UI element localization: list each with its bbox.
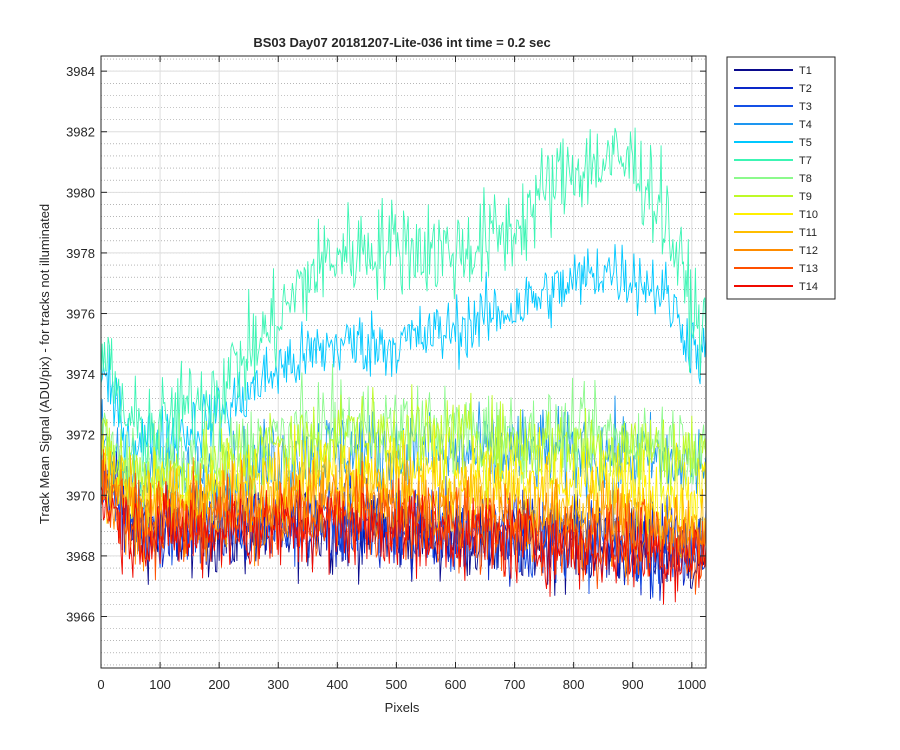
x-tick-label: 500 xyxy=(386,677,408,692)
y-tick-label: 3970 xyxy=(66,488,95,503)
y-tick-label: 3966 xyxy=(66,609,95,624)
x-tick-label: 800 xyxy=(563,677,585,692)
y-tick-label: 3984 xyxy=(66,64,95,79)
legend-label-t3: T3 xyxy=(799,101,812,113)
legend-label-t7: T7 xyxy=(799,155,812,167)
y-tick-label: 3976 xyxy=(66,307,95,322)
series-lines xyxy=(100,127,707,605)
y-tick-label: 3974 xyxy=(66,367,95,382)
legend-label-t5: T5 xyxy=(799,137,812,149)
series-line-t5 xyxy=(100,244,707,474)
legend: T1 T2 T3 T4 T5 T7 T8 T9 T10 T11 T12 T13 T14 xyxy=(726,56,836,300)
y-tick-label: 3982 xyxy=(66,125,95,140)
x-axis-label: Pixels xyxy=(385,700,420,715)
legend-label-t10: T10 xyxy=(799,209,818,221)
y-tick-label: 3972 xyxy=(66,428,95,443)
chart-title: BS03 Day07 20181207-Lite-036 int time = … xyxy=(253,35,550,50)
y-tick-label: 3978 xyxy=(66,246,95,261)
axis-ticks: 0 100 200 300 400 500 600 700 800 900 1000 3966 3968… xyxy=(66,56,706,692)
legend-label-t4: T4 xyxy=(799,119,812,131)
x-tick-label: 200 xyxy=(208,677,230,692)
legend-label-t1: T1 xyxy=(799,65,812,77)
series-line-t7 xyxy=(100,127,707,472)
series-line-t13 xyxy=(100,449,707,595)
y-axis-label: Track Mean Signal (ADU/pix) - for tracks… xyxy=(37,204,52,524)
grid xyxy=(100,56,706,668)
legend-label-t12: T12 xyxy=(799,245,818,257)
legend-label-t9: T9 xyxy=(799,191,812,203)
axes-box xyxy=(100,55,707,669)
legend-label-t8: T8 xyxy=(799,173,812,185)
y-tick-label: 3968 xyxy=(66,549,95,564)
legend-label-t11: T11 xyxy=(799,227,817,239)
series-line-t9 xyxy=(100,384,707,518)
legend-label-t2: T2 xyxy=(799,83,812,95)
series-line-t14 xyxy=(100,478,707,605)
y-tick-label: 3980 xyxy=(66,185,95,200)
x-tick-label: 400 xyxy=(326,677,348,692)
legend-label-t14: T14 xyxy=(799,281,818,293)
x-tick-label: 300 xyxy=(267,677,289,692)
legend-label-t13: T13 xyxy=(799,263,818,275)
x-tick-label: 700 xyxy=(504,677,526,692)
x-tick-label: 100 xyxy=(149,677,171,692)
x-tick-label: 0 xyxy=(97,677,104,692)
x-tick-label: 1000 xyxy=(677,677,706,692)
x-tick-label: 600 xyxy=(445,677,467,692)
x-tick-label: 900 xyxy=(622,677,644,692)
